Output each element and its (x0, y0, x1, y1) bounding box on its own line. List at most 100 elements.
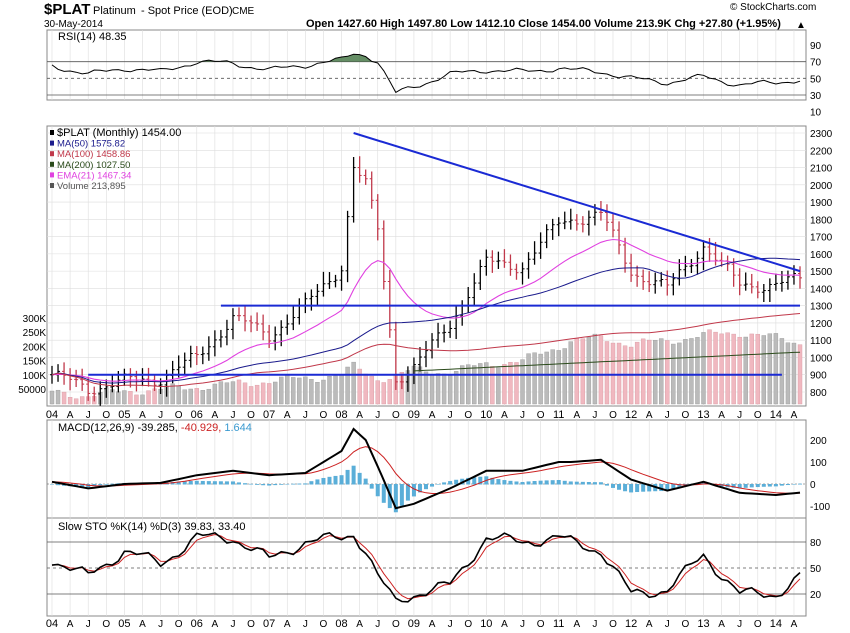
price-tick-label: 1100 (810, 336, 832, 347)
macd-histogram-bar (785, 484, 790, 486)
macd-histogram-bar (538, 480, 543, 485)
x-tick-label: J (86, 619, 91, 630)
x-tick-label: A (646, 619, 653, 630)
volume-bar (387, 379, 393, 405)
rsi-series (47, 53, 806, 96)
volume-bar (725, 332, 730, 405)
volume-bar (272, 381, 278, 405)
volume-bar (291, 377, 296, 405)
x-tick-label: A (284, 619, 291, 630)
macd-histogram-bar (532, 481, 537, 485)
x-tick-label: A (501, 619, 508, 630)
x-tick-label: A (501, 410, 508, 421)
volume-bar (797, 344, 803, 405)
macd-histogram-bar (641, 484, 646, 492)
price-tick-label: 1300 (810, 302, 833, 313)
x-tick-label: O (247, 410, 255, 421)
x-tick-label: O (537, 619, 545, 630)
macd-histogram-bar (309, 481, 314, 485)
macd-histogram-bar (176, 481, 181, 485)
sto-k-line (51, 532, 801, 603)
volume-bar (478, 363, 483, 405)
x-tick-label: 11 (553, 409, 564, 421)
rsi-tick-label: 50 (810, 74, 822, 85)
macd-histogram-bar (218, 481, 223, 485)
volume-bar (773, 333, 779, 405)
volume-bar (339, 374, 344, 405)
macd-histogram-bar (279, 484, 284, 485)
x-tick-label: 08 (335, 618, 347, 630)
price-panel (46, 125, 807, 407)
x-tick-label: O (320, 619, 328, 630)
volume-bar (598, 335, 604, 405)
macd-histogram-bar (424, 484, 428, 490)
macd-label: MACD(12,26,9) -39.285, -40.929, 1.644 (58, 422, 252, 434)
x-tick-label: 09 (408, 618, 420, 630)
macd-histogram-bar (448, 481, 453, 485)
price-tick-label: 1200 (810, 319, 833, 330)
macd-histogram-bar (779, 484, 784, 486)
volume-bar (659, 338, 664, 405)
volume-bar (459, 365, 465, 405)
volume-bar (182, 389, 187, 405)
volume-bar (303, 376, 308, 405)
volume-bar (616, 342, 622, 405)
volume-bar (743, 336, 748, 405)
macd-hist-value: 1.644 (224, 422, 252, 434)
volume-bar (73, 398, 79, 405)
x-tick-label: 06 (191, 409, 203, 421)
x-tick-label: O (754, 619, 762, 630)
volume-bar (514, 362, 519, 405)
macd-histogram-bar (791, 484, 796, 485)
volume-bar (592, 333, 598, 405)
macd-histogram-bar (333, 475, 338, 485)
volume-bar (266, 383, 272, 405)
sto-panel (46, 517, 807, 617)
legend-entry: Volume 213,895 (57, 181, 126, 192)
volume-bar (212, 383, 218, 405)
macd-histogram-bar (194, 480, 199, 485)
price-tick-label: 2100 (810, 164, 833, 175)
volume-bar (761, 335, 767, 405)
macd-histogram-bar (629, 484, 634, 493)
macd-histogram-bar (357, 472, 362, 485)
legend-swatch (50, 172, 54, 178)
volume-bar (146, 390, 151, 405)
volume-bar (55, 389, 61, 405)
macd-histogram-bar (635, 484, 640, 493)
macd-histogram-bar (327, 476, 332, 485)
volume-bar (707, 329, 712, 405)
volume-bar (568, 341, 573, 405)
volume-bar (435, 373, 441, 405)
volume-bar (279, 376, 284, 405)
x-tick-label: J (230, 619, 235, 630)
axis-ticks: 9070503010230022002100200019001800170016… (18, 41, 832, 630)
macd-histogram-bar (182, 481, 187, 485)
legend-swatch (50, 140, 54, 146)
x-tick-label: A (356, 619, 363, 630)
volume-bar (646, 339, 652, 405)
macd-histogram-bar (224, 481, 229, 485)
macd-histogram-bar (405, 484, 410, 501)
volume-bar (689, 338, 694, 405)
price-tick-label: 900 (810, 371, 827, 382)
x-tick-label: 13 (697, 409, 709, 421)
macd-histogram-bar (212, 481, 217, 485)
macd-histogram-bar (381, 484, 386, 503)
volume-bar (381, 382, 386, 405)
macd-histogram-bar (526, 481, 531, 485)
volume-bar (79, 396, 85, 405)
x-tick-label: O (464, 410, 472, 421)
sto-series (47, 532, 806, 603)
macd-histogram-bar (466, 477, 471, 485)
macd-histogram-bar (520, 481, 525, 485)
volume-bar (695, 337, 700, 405)
macd-histogram-bar (315, 479, 320, 485)
ma100-line (51, 313, 801, 388)
volume-bar (544, 351, 549, 405)
macd-histogram-bar (351, 465, 356, 485)
macd-histogram-bar (502, 480, 507, 485)
macd-histogram-bar (399, 484, 404, 506)
macd-histogram-bar (369, 484, 374, 489)
